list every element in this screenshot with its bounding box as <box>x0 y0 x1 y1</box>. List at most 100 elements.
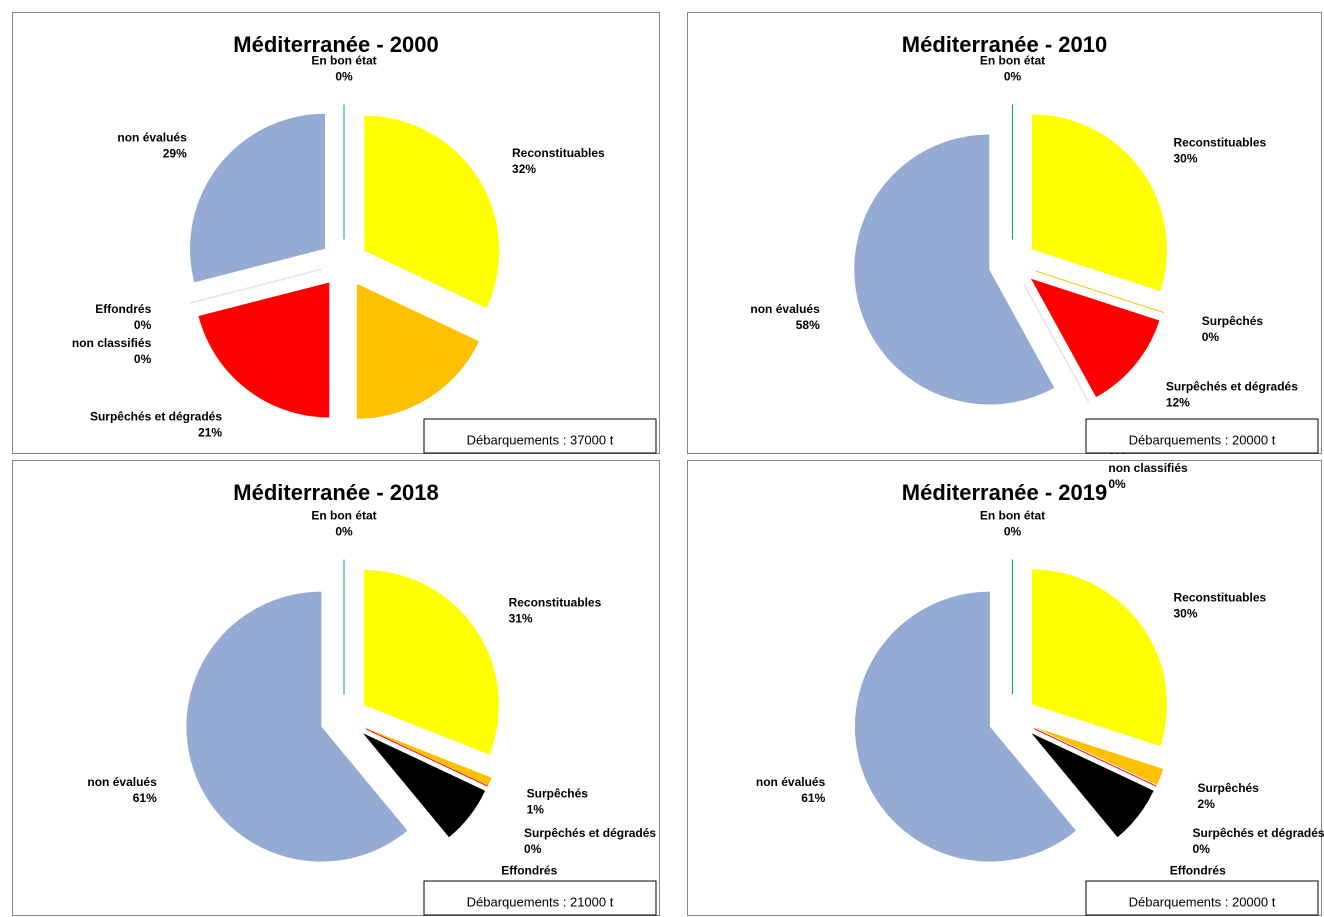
note: Débarquements : 37000 t <box>467 432 614 447</box>
category-label: Surpêchés <box>527 787 589 801</box>
pie-slice <box>1031 114 1167 292</box>
category-label: En bon état <box>980 54 1045 68</box>
category-label: Surpêchés et dégradés <box>90 410 222 424</box>
pie-slice <box>1035 270 1164 314</box>
data-label: Reconstituables 30% <box>1173 591 1266 621</box>
data-label: Effondrés 0% <box>95 302 151 332</box>
value-label: 31% <box>509 612 533 626</box>
category-label: En bon état <box>980 509 1045 523</box>
pie-slice <box>366 728 492 786</box>
data-label: Surpêchés et dégradés 21% <box>90 410 222 440</box>
note: Débarquements : 20000 t <box>1129 894 1276 909</box>
value-label: 0% <box>1202 330 1220 344</box>
value-label: 30% <box>1173 607 1197 621</box>
data-label: Reconstituables 30% <box>1173 136 1266 166</box>
data-label: Reconstituables 31% <box>509 596 602 626</box>
category-label: Surpêchés et dégradés <box>524 826 656 840</box>
pie-slice <box>1031 733 1154 838</box>
value-label: 21% <box>198 426 222 440</box>
category-label: Effondrés <box>95 302 151 316</box>
category-label: non évalués <box>117 131 187 145</box>
value-label: 12% <box>1166 395 1190 409</box>
category-label: Reconstituables <box>512 146 605 160</box>
data-label: non évalués 61% <box>87 775 157 805</box>
data-label: non classifiés 0% <box>72 336 152 366</box>
data-label: Surpêchés et dégradés 0% <box>524 826 656 856</box>
chart: Méditerranée - 2018 En bon état 0% Reconsti… <box>12 460 660 916</box>
value-label: 30% <box>1173 152 1197 166</box>
category-label: En bon état <box>311 509 376 523</box>
value-label: 0% <box>1108 477 1126 491</box>
data-label: En bon état 0% <box>980 509 1045 539</box>
data-label: non évalués 58% <box>750 302 820 332</box>
chart: Méditerranée - 2019 En bon état 0% Reconsti… <box>687 460 1324 916</box>
chart-title: Méditerranée - 2018 <box>233 480 438 505</box>
chart-title: Méditerranée - 2010 <box>902 32 1107 57</box>
pie-slice <box>198 282 330 418</box>
category-label: Surpêchés <box>1198 781 1260 795</box>
category-label: Effondrés <box>501 863 557 877</box>
data-label: Surpêchés et dégradés 0% <box>1193 826 1324 856</box>
data-label: Surpêchés 2% <box>1198 781 1260 811</box>
note-box <box>1085 880 1319 916</box>
category-label: Effondrés <box>1170 863 1226 877</box>
data-label: non classifiés 0% <box>1108 461 1188 491</box>
pie-slice <box>189 268 321 304</box>
pie-slice <box>364 115 500 309</box>
data-label: En bon état 0% <box>311 54 376 84</box>
chart-title: Méditerranée - 2000 <box>233 32 438 57</box>
value-label: 0% <box>134 318 152 332</box>
pie-slice <box>362 733 486 838</box>
note-box <box>423 880 657 916</box>
pie-slice <box>358 736 446 842</box>
data-label: Surpêchés et dégradés 12% <box>1166 379 1298 409</box>
value-label: 0% <box>1193 842 1211 856</box>
value-label: 0% <box>1004 70 1022 84</box>
data-label: Reconstituables 32% <box>512 146 605 176</box>
value-label: 0% <box>335 70 353 84</box>
category-label: Reconstituables <box>1173 136 1266 150</box>
category-label: non classifiés <box>1108 461 1188 475</box>
category-label: En bon état <box>311 54 376 68</box>
category-label: Surpêchés <box>1202 314 1264 328</box>
category-label: non évalués <box>756 775 826 789</box>
data-label: non évalués 29% <box>117 131 187 161</box>
pie-slice <box>365 728 489 787</box>
chart-frame <box>12 460 660 916</box>
value-label: 0% <box>524 842 542 856</box>
value-label: 2% <box>1198 797 1216 811</box>
category-label: non évalués <box>87 775 157 789</box>
note: Débarquements : 20000 t <box>1129 432 1276 447</box>
pie-slice <box>1034 728 1157 787</box>
value-label: 29% <box>163 147 187 161</box>
value-label: 61% <box>133 791 157 805</box>
chart-frame <box>687 12 1322 454</box>
chart-title: Méditerranée - 2019 <box>902 480 1107 505</box>
pie-slice <box>363 570 499 755</box>
note-box <box>1085 418 1319 454</box>
data-label: Surpêchés 1% <box>527 787 589 817</box>
value-label: 0% <box>1004 525 1022 539</box>
category-label: Surpêchés et dégradés <box>1193 826 1324 840</box>
category-label: non évalués <box>750 302 820 316</box>
value-label: 0% <box>134 352 152 366</box>
data-label: En bon état 0% <box>980 54 1045 84</box>
category-label: Reconstituables <box>1173 591 1266 605</box>
value-label: 58% <box>796 318 820 332</box>
pie-slice <box>1023 284 1090 404</box>
pie-slice <box>1030 278 1160 398</box>
category-label: Reconstituables <box>509 596 602 610</box>
chart-frame <box>12 12 660 454</box>
pie-slice <box>190 113 326 283</box>
data-label: Surpêchés 0% <box>1202 314 1264 344</box>
data-label: non évalués 61% <box>756 775 826 805</box>
pie-slice <box>356 283 480 419</box>
pie-slice <box>1031 569 1167 747</box>
value-label: 32% <box>512 162 536 176</box>
pie-slice <box>1027 736 1115 842</box>
chart-frame <box>687 460 1322 916</box>
pie-slice <box>186 591 408 862</box>
